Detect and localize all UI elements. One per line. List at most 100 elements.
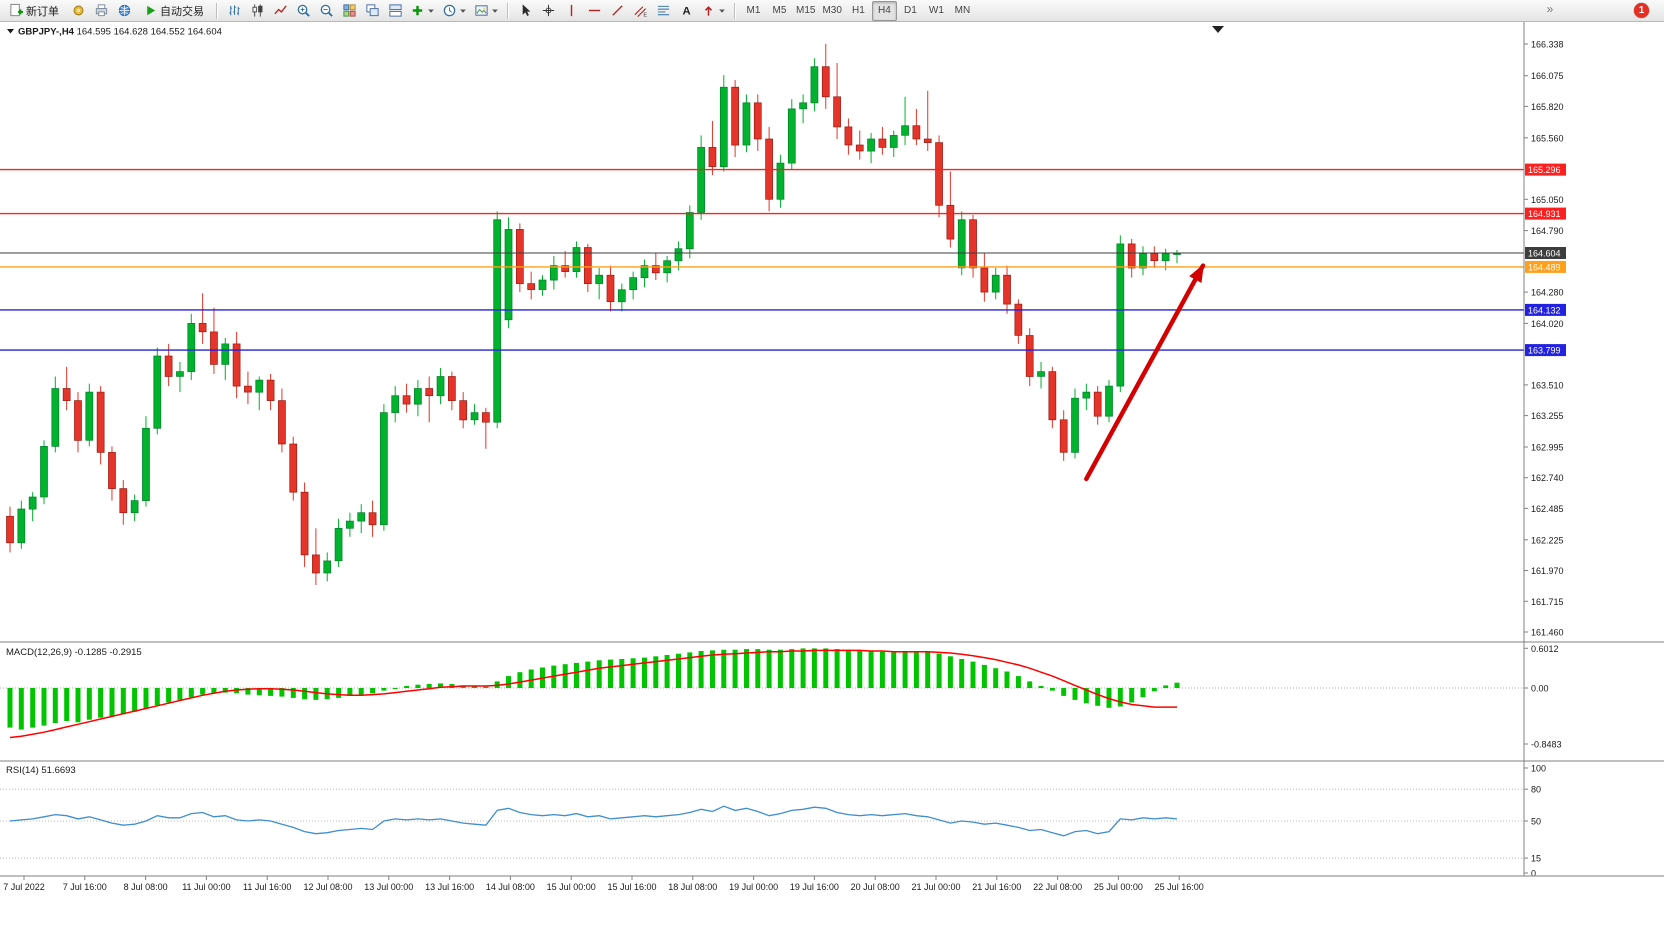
svg-text:12 Jul 08:00: 12 Jul 08:00 [303,882,352,892]
price-level-badge: 163.799 [1525,344,1566,357]
crosshair-icon[interactable] [537,1,559,21]
svg-text:162.740: 162.740 [1531,473,1564,483]
svg-text:13 Jul 16:00: 13 Jul 16:00 [425,882,474,892]
cascade-windows-icon[interactable] [361,1,383,21]
svg-text:164.132: 164.132 [1528,305,1561,315]
arrange-windows-icon[interactable] [384,1,406,21]
add-indicator-icon[interactable] [407,1,438,21]
zoom-in-icon[interactable] [292,1,314,21]
vertical-line-icon[interactable] [560,1,582,21]
svg-text:164.790: 164.790 [1531,226,1564,236]
chart-tools-group [223,1,502,21]
svg-text:164.020: 164.020 [1531,319,1564,329]
svg-text:161.715: 161.715 [1531,597,1564,607]
svg-text:165.050: 165.050 [1531,195,1564,205]
svg-text:164.489: 164.489 [1528,262,1561,272]
svg-text:11 Jul 00:00: 11 Jul 00:00 [182,882,230,892]
svg-text:161.460: 161.460 [1531,628,1564,638]
svg-text:0.6012: 0.6012 [1531,644,1559,654]
arrows-icon[interactable] [698,1,729,21]
svg-text:7 Jul 16:00: 7 Jul 16:00 [63,882,107,892]
auto-trading-icon [143,3,158,18]
svg-text:19 Jul 16:00: 19 Jul 16:00 [790,882,839,892]
svg-text:7 Jul 2022: 7 Jul 2022 [3,882,45,892]
svg-text:80: 80 [1531,785,1541,795]
chart-ohlc-header: GBPJPY-,H4 164.595 164.628 164.552 164.6… [7,27,222,38]
line-chart-icon[interactable] [269,1,291,21]
svg-text:21 Jul 00:00: 21 Jul 00:00 [911,882,960,892]
svg-text:25 Jul 16:00: 25 Jul 16:00 [1155,882,1204,892]
horizontal-price-levels: 165.296 164.931 164.604 164.489 164.132 163.7… [0,163,1566,357]
timeframe-m1-button[interactable]: M1 [741,1,766,21]
svg-text:164.931: 164.931 [1528,209,1561,219]
price-axis: 166.338 166.075 165.820 165.560 165.050 164.7… [1524,40,1564,638]
price-level-badge: 164.604 [1525,247,1566,259]
timeframe-m15-button[interactable]: M15 [793,1,818,21]
notification-badge[interactable]: 1 [1634,3,1649,18]
symbol-dropdown-icon [7,29,14,34]
svg-text:163.510: 163.510 [1531,380,1564,390]
svg-text:20 Jul 08:00: 20 Jul 08:00 [851,882,900,892]
macd-signal-line [9,649,1177,739]
svg-text:15 Jul 16:00: 15 Jul 16:00 [607,882,656,892]
equidistant-channel-icon[interactable]: E [629,1,651,21]
timeframe-m5-button[interactable]: M5 [767,1,792,21]
svg-text:161.970: 161.970 [1531,566,1564,576]
svg-text:0: 0 [1531,869,1536,879]
svg-text:164.280: 164.280 [1531,288,1564,298]
new-order-button[interactable]: 新订单 [2,1,66,21]
rsi-label: RSI(14) 51.6693 [6,765,76,776]
periods-clock-icon[interactable] [439,1,470,21]
svg-text:GBPJPY-,H4 164.595 164.628 16: GBPJPY-,H4 164.595 164.628 164.552 164.6… [18,27,222,38]
bar-chart-icon[interactable] [223,1,245,21]
timeframe-w1-button[interactable]: W1 [924,1,949,21]
svg-text:22 Jul 08:00: 22 Jul 08:00 [1033,882,1082,892]
globe-icon[interactable] [113,1,135,21]
template-icon[interactable] [471,1,502,21]
new-order-label: 新订单 [26,5,59,18]
text-label-icon[interactable]: A [675,1,697,21]
fibonacci-icon[interactable] [652,1,674,21]
chart-shift-marker[interactable] [1212,26,1224,33]
svg-text:19 Jul 00:00: 19 Jul 00:00 [729,882,778,892]
svg-text:8 Jul 08:00: 8 Jul 08:00 [124,882,168,892]
svg-text:15: 15 [1531,854,1541,864]
medal-icon[interactable] [67,1,89,21]
timeframe-d1-button[interactable]: D1 [898,1,923,21]
toolbar-separator [216,2,218,19]
chart-background [0,22,1664,950]
candlestick-chart-icon[interactable] [246,1,268,21]
auto-trading-label: 自动交易 [160,5,204,18]
svg-text:162.485: 162.485 [1531,504,1564,514]
svg-text:50: 50 [1531,817,1541,827]
trendline-icon[interactable] [606,1,628,21]
zoom-out-icon[interactable] [315,1,337,21]
timeframe-m30-button[interactable]: M30 [819,1,844,21]
svg-text:162.995: 162.995 [1531,443,1564,453]
toolbar-overflow-chevron[interactable]: » [1546,2,1554,16]
cursor-icon[interactable] [514,1,536,21]
price-level-badge: 164.132 [1525,303,1566,316]
horizontal-line-icon[interactable] [583,1,605,21]
tile-windows-icon[interactable] [338,1,360,21]
timeframe-h1-button[interactable]: H1 [846,1,871,21]
timeframe-mn-button[interactable]: MN [950,1,975,21]
chart-canvas[interactable]: 165.296 164.931 164.604 164.489 164.132 163.7… [0,22,1664,950]
svg-text:166.338: 166.338 [1531,40,1564,50]
price-level-badge: 165.296 [1525,163,1566,176]
left-icon-group [67,1,135,21]
svg-text:14 Jul 08:00: 14 Jul 08:00 [486,882,535,892]
svg-text:163.799: 163.799 [1528,346,1561,356]
trend-arrow[interactable] [1084,263,1206,482]
svg-text:165.560: 165.560 [1531,133,1564,143]
auto-trading-button[interactable]: 自动交易 [136,1,211,21]
printer-icon[interactable] [90,1,112,21]
new-order-icon [9,3,24,18]
timeframe-group: M1 M5 M15 M30 H1 H4 D1 W1 MN [741,0,975,21]
svg-text:164.604: 164.604 [1528,249,1561,259]
svg-text:162.225: 162.225 [1531,535,1564,545]
timeframe-h4-button[interactable]: H4 [871,0,897,21]
